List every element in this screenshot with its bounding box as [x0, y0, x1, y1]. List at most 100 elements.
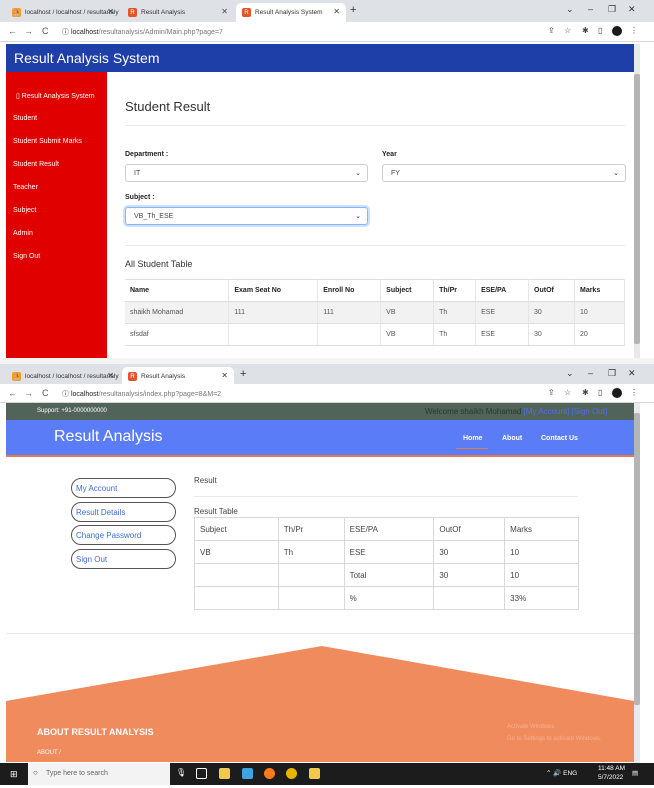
close-icon[interactable]: ✕: [107, 7, 114, 16]
new-tab-icon[interactable]: +: [350, 4, 357, 16]
close-icon[interactable]: ✕: [221, 7, 228, 16]
back-icon[interactable]: ←: [8, 388, 17, 398]
app-header: Result Analysis System: [6, 44, 634, 72]
tab-result-analysis[interactable]: R Result Analysis ✕: [122, 3, 234, 22]
maximize-icon[interactable]: ❐: [608, 368, 617, 378]
minimize-icon[interactable]: –: [588, 4, 594, 14]
cell: [277, 563, 345, 587]
tab-phpmyadmin[interactable]: ⛵ localhost / localhost / resultanaly ✕: [6, 3, 120, 22]
menu-kebab-icon[interactable]: ⋮: [630, 388, 638, 397]
cell: 10: [504, 563, 579, 587]
nav-contact-us[interactable]: Contact Us: [541, 435, 578, 442]
my-account-link[interactable]: [My Account]: [523, 407, 570, 416]
sidebar-item-teacher[interactable]: Teacher: [13, 184, 38, 191]
footer-about-link[interactable]: ABOUT /: [37, 750, 61, 756]
profile-avatar[interactable]: [612, 26, 622, 36]
chrome-icon[interactable]: [286, 768, 297, 779]
close-icon[interactable]: ✕: [333, 7, 340, 16]
window-close-icon[interactable]: ✕: [628, 4, 636, 14]
col-header: OutOf: [528, 279, 575, 302]
reload-icon[interactable]: C: [42, 388, 49, 398]
sidepanel-icon[interactable]: ▯: [598, 388, 603, 397]
nav-active-underline: [456, 448, 488, 449]
cell: 10: [574, 301, 626, 324]
share-icon[interactable]: ⇪: [548, 26, 555, 35]
tray-icons[interactable]: ⌃ 🔊 ENG: [546, 770, 578, 777]
result-details-button[interactable]: Result Details: [71, 502, 176, 522]
reload-icon[interactable]: C: [42, 26, 49, 36]
url-field[interactable]: ⓘ localhost/resultanalysis/Admin/Main.ph…: [62, 27, 223, 37]
nav-home[interactable]: Home: [463, 435, 483, 442]
app-icon-1[interactable]: [219, 768, 230, 779]
task-view-icon[interactable]: [196, 768, 207, 779]
app-icon-2[interactable]: [242, 768, 253, 779]
close-icon[interactable]: ✕: [221, 371, 228, 380]
sign-out-link[interactable]: [Sign Out]: [571, 407, 608, 416]
tab-search-icon[interactable]: ⌄: [566, 4, 574, 14]
sidebar-item-student-result[interactable]: Student Result: [13, 161, 59, 168]
taskbar-search-input[interactable]: ○ Type here to search 🎙: [28, 763, 186, 785]
subject-select[interactable]: VB_Th_ESE ⌄: [125, 207, 368, 225]
sidebar-item-subject[interactable]: Subject: [13, 207, 37, 214]
tab-result-analysis-system[interactable]: R Result Analysis System ✕: [236, 3, 346, 22]
sidepanel-icon[interactable]: ▯: [598, 26, 603, 35]
cell: Th/Pr: [277, 517, 345, 541]
new-tab-icon[interactable]: +: [240, 368, 247, 380]
sidebar-item-result-analysis-system[interactable]: ▯ Result Analysis System: [16, 93, 95, 100]
url-field[interactable]: ⓘ localhost/resultanalysis/index.php?pag…: [62, 389, 221, 399]
department-select[interactable]: IT ⌄: [125, 164, 368, 182]
tab-phpmyadmin[interactable]: ⛵ localhost / localhost / resultanaly ✕: [6, 367, 120, 386]
share-icon[interactable]: ⇪: [548, 388, 555, 397]
tab-result-analysis[interactable]: R Result Analysis ✕: [122, 367, 234, 386]
window-close-icon[interactable]: ✕: [628, 368, 636, 378]
bottom-scrollbar[interactable]: [634, 403, 640, 763]
sign-out-button[interactable]: Sign Out: [71, 549, 176, 569]
forward-icon[interactable]: →: [24, 388, 33, 398]
extensions-icon[interactable]: ✱: [582, 388, 589, 397]
subject-label: Subject :: [125, 194, 155, 201]
tray-date[interactable]: 5/7/2022: [598, 774, 624, 781]
microphone-icon[interactable]: 🎙: [176, 768, 187, 777]
info-icon: ⓘ: [62, 29, 71, 36]
extensions-icon[interactable]: ✱: [582, 26, 589, 35]
result-table: Subject Th/Pr ESE/PA OutOf Marks VB Th E…: [194, 517, 579, 610]
sidebar-item-admin[interactable]: Admin: [13, 230, 33, 237]
table-header-row: Name Exam Seat No Enroll No Subject Th/P…: [125, 279, 626, 302]
welcome-text: Welcome shaikh Mohamad: [425, 407, 522, 416]
tray-time[interactable]: 11:48 AM: [598, 765, 625, 772]
sidebar-item-sign-out[interactable]: Sign Out: [13, 253, 41, 260]
bookmark-star-icon[interactable]: ☆: [564, 388, 572, 397]
cell: ESE: [343, 540, 435, 564]
scrollbar-thumb[interactable]: [634, 74, 640, 344]
bottom-address-bar: ← → C ⓘ localhost/resultanalysis/index.p…: [0, 384, 654, 403]
nav-about[interactable]: About: [502, 435, 523, 442]
table-row: % 33%: [194, 586, 579, 610]
maximize-icon[interactable]: ❐: [608, 4, 617, 14]
top-scrollbar[interactable]: [634, 44, 640, 358]
cell: Th: [277, 540, 345, 564]
cell: Subject: [194, 517, 279, 541]
sidebar-item-student-submit-marks[interactable]: Student Submit Marks: [13, 138, 82, 145]
bookmark-star-icon[interactable]: ☆: [564, 26, 572, 35]
change-password-button[interactable]: Change Password: [71, 525, 176, 545]
notifications-icon[interactable]: ▤: [632, 770, 639, 777]
minimize-icon[interactable]: –: [588, 368, 594, 378]
col-header: Th/Pr: [433, 279, 477, 302]
table-row: VB Th ESE 30 10: [194, 540, 579, 564]
close-icon[interactable]: ✕: [107, 371, 114, 380]
profile-avatar[interactable]: [612, 388, 622, 398]
main-content: Student Result Department : IT ⌄ Year FY…: [107, 72, 634, 358]
year-select[interactable]: FY ⌄: [382, 164, 626, 182]
menu-kebab-icon[interactable]: ⋮: [630, 26, 638, 35]
firefox-icon[interactable]: [264, 768, 275, 779]
site-favicon-icon: R: [128, 8, 137, 17]
tab-search-icon[interactable]: ⌄: [566, 368, 574, 378]
sidebar-item-student[interactable]: Student: [13, 115, 38, 122]
my-account-button[interactable]: My Account: [71, 478, 176, 498]
brand-logo[interactable]: Result Analysis: [54, 428, 163, 445]
back-icon[interactable]: ←: [8, 26, 17, 36]
scrollbar-thumb[interactable]: [634, 413, 640, 705]
file-explorer-icon[interactable]: [309, 768, 320, 779]
forward-icon[interactable]: →: [24, 26, 33, 36]
windows-start-icon[interactable]: ⊞: [10, 769, 18, 779]
